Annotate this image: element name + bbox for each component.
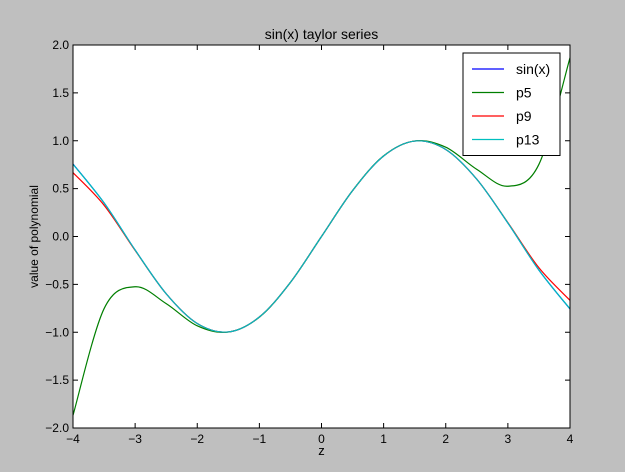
legend-label: sin(x) — [516, 61, 550, 77]
x-axis-label: z — [318, 443, 325, 458]
legend: sin(x) p5 p9 p13 — [462, 52, 561, 156]
series-line-p13 — [73, 140, 570, 333]
y-tick-label: −2.0 — [45, 421, 69, 435]
legend-label: p5 — [516, 85, 532, 101]
x-tick-label: 1 — [380, 432, 387, 446]
x-tick-label: −2 — [190, 432, 204, 446]
x-tick-label: −4 — [66, 432, 80, 446]
x-tick-label: 0 — [318, 432, 325, 446]
x-tick-label: 4 — [567, 432, 574, 446]
y-tick-label: 2.0 — [52, 38, 69, 52]
y-tick-label: −1.5 — [45, 373, 69, 387]
y-axis-label: value of polynomial — [27, 185, 41, 288]
x-tick-label: 2 — [442, 432, 449, 446]
tick-layer: −4 −3 −2 −1 0 1 2 3 4 −2.0 −1.5 −1.0 −0.5 0.0 0.5 1.0 1.… — [45, 38, 573, 446]
y-tick-label: 0.0 — [52, 230, 69, 244]
series-layer — [73, 57, 570, 416]
legend-label: p9 — [516, 108, 532, 124]
x-tick-label: −1 — [253, 432, 267, 446]
x-tick-label: −3 — [128, 432, 142, 446]
y-tick-label: 1.5 — [52, 86, 69, 100]
x-tick-label: 3 — [505, 432, 512, 446]
y-tick-label: 1.0 — [52, 134, 69, 148]
y-tick-label: −0.5 — [45, 277, 69, 291]
legend-label: p13 — [516, 132, 540, 148]
y-tick-label: −1.0 — [45, 325, 69, 339]
chart-title: sin(x) taylor series — [265, 26, 379, 42]
legend-box — [462, 52, 561, 156]
y-tick-label: 0.5 — [52, 182, 69, 196]
